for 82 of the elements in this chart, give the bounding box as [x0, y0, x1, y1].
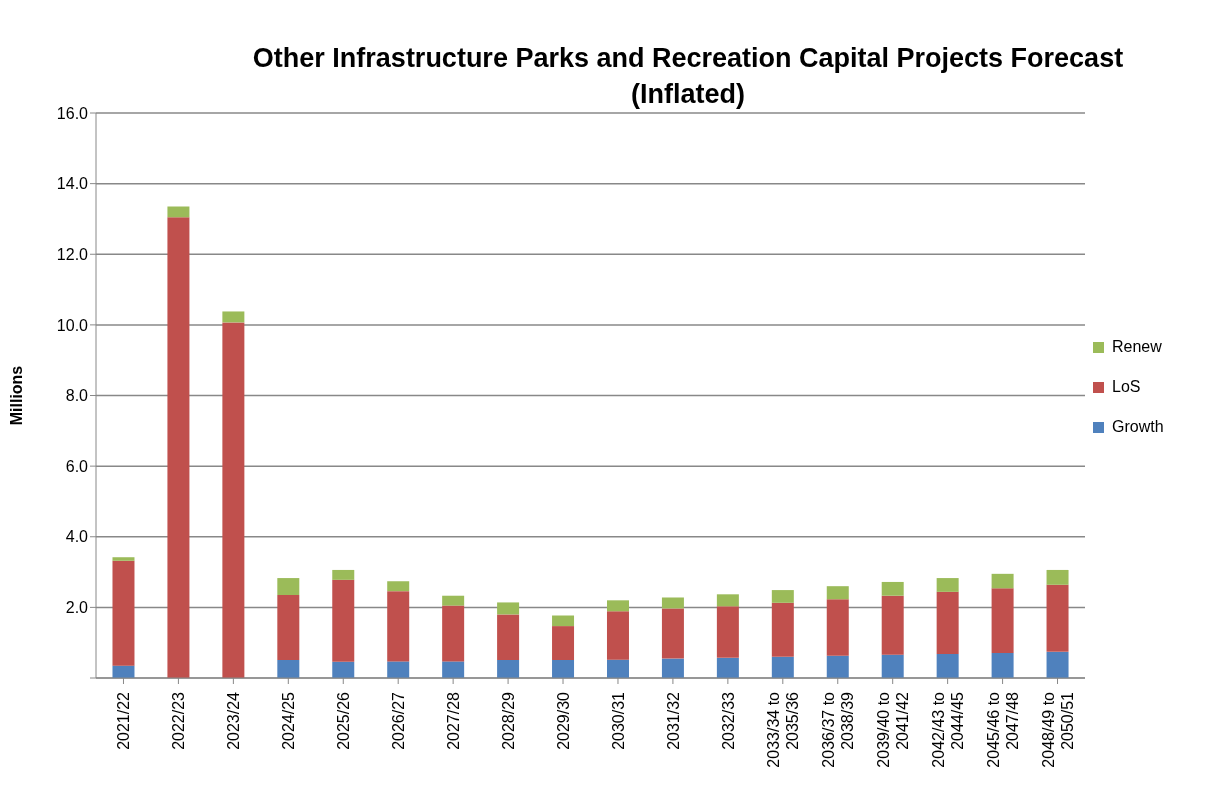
bar [332, 661, 355, 678]
y-tick-label: 4.0 [65, 528, 89, 546]
bar [661, 658, 684, 678]
bar [1046, 651, 1069, 678]
x-tick-label: 2030/31 [609, 691, 627, 750]
y-tick-label: 14.0 [56, 175, 89, 193]
legend-label: Growth [1112, 418, 1164, 436]
x-tick-label: 2028/29 [500, 691, 518, 750]
chart-title: Other Infrastructure Parks and Recreation Capital Projects Forecast (Inflated) [251, 42, 1125, 111]
bar [277, 578, 300, 596]
bar [716, 606, 739, 658]
bar [606, 600, 629, 612]
x-tick-label: 2045/46 to 2047/48 [985, 691, 1022, 768]
bar [277, 659, 300, 678]
x-tick-label: 2029/30 [555, 691, 573, 750]
bar [552, 626, 575, 660]
bar [991, 573, 1014, 589]
bar [826, 586, 849, 600]
bar [112, 557, 135, 561]
bar [606, 659, 629, 678]
bar [826, 655, 849, 678]
bar [497, 602, 520, 615]
x-tick-label: 2042/43 to 2044/45 [930, 691, 967, 768]
y-tick-label: 10.0 [56, 316, 89, 334]
x-tick-label: 2023/24 [225, 691, 243, 750]
bar [661, 608, 684, 659]
bar [167, 217, 190, 678]
y-tick-label: 2.0 [65, 599, 89, 617]
bar [936, 591, 959, 654]
x-tick-label: 2033/34 to 2035/36 [765, 691, 802, 768]
bar [936, 653, 959, 678]
x-tick-label: 2031/32 [664, 691, 682, 750]
bar [497, 659, 520, 678]
bar [442, 605, 465, 662]
bar [332, 569, 355, 580]
bar [277, 595, 300, 660]
y-tick-label: 16.0 [56, 104, 89, 122]
bar [497, 614, 520, 660]
x-tick-label: 2036/37 to 2038/39 [820, 691, 857, 768]
bar [881, 581, 904, 596]
bar [936, 578, 959, 592]
y-tick-label: 12.0 [56, 245, 89, 263]
legend-label: Renew [1112, 338, 1162, 356]
x-tick-label: 2032/33 [719, 691, 737, 750]
bar [881, 595, 904, 655]
bar [442, 595, 465, 606]
bar [1046, 584, 1069, 652]
bar [1046, 569, 1069, 585]
bar [552, 615, 575, 627]
bar [606, 611, 629, 660]
bar [771, 656, 794, 678]
bar [167, 206, 190, 218]
bar [826, 599, 849, 656]
y-tick-label: 6.0 [65, 457, 89, 475]
x-tick-label: 2048/49 to 2050/51 [1040, 691, 1077, 768]
y-axis-title: Millions [7, 365, 25, 426]
y-tick-label: 8.0 [65, 387, 89, 405]
bar [387, 591, 410, 662]
bar [881, 654, 904, 678]
bar [552, 659, 575, 678]
bar [991, 652, 1014, 678]
bar [442, 661, 465, 678]
x-tick-label: 2026/27 [390, 691, 408, 750]
x-tick-label: 2021/22 [115, 691, 133, 750]
bar [771, 602, 794, 657]
x-tick-label: 2025/26 [335, 691, 353, 750]
x-tick-label: 2024/25 [280, 691, 298, 750]
bar [716, 594, 739, 607]
bar [222, 311, 245, 323]
bar [991, 588, 1014, 653]
bar [387, 581, 410, 592]
bar [387, 661, 410, 678]
x-tick-label: 2039/40 to 2041/42 [875, 691, 912, 768]
x-tick-label: 2022/23 [170, 691, 188, 750]
bar [222, 322, 245, 678]
bar [112, 560, 135, 666]
bar [332, 579, 355, 662]
legend-label: LoS [1112, 378, 1141, 396]
bar [661, 597, 684, 609]
x-tick-label: 2027/28 [445, 691, 463, 750]
bar [716, 657, 739, 678]
bar [771, 590, 794, 603]
